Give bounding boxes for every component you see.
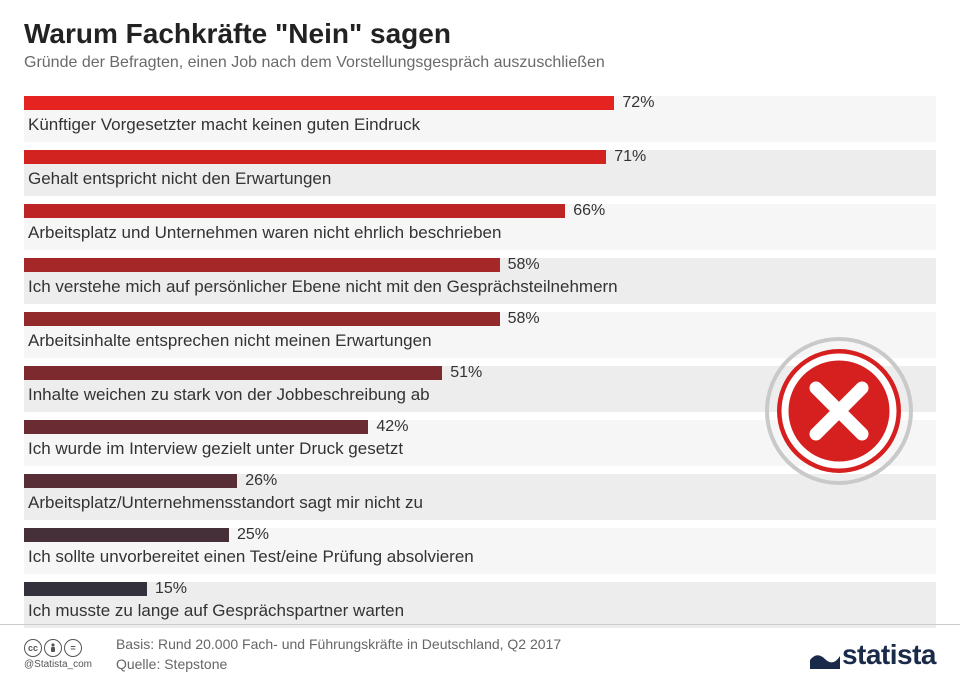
bar-value: 72% bbox=[622, 94, 654, 112]
chart-title: Warum Fachkräfte "Nein" sagen bbox=[24, 18, 936, 50]
bar-row: 25%Ich sollte unvorbereitet einen Test/e… bbox=[24, 528, 936, 574]
bar: 51% bbox=[24, 366, 442, 380]
chart-subtitle: Gründe der Befragten, einen Job nach dem… bbox=[24, 54, 936, 72]
bar-value: 71% bbox=[614, 148, 646, 166]
reject-icon bbox=[764, 336, 914, 486]
bar-label: Ich sollte unvorbereitet einen Test/eine… bbox=[24, 542, 936, 572]
cc-by-icon bbox=[44, 639, 62, 657]
basis-text: Basis: Rund 20.000 Fach- und Führungskrä… bbox=[116, 635, 561, 655]
header: Warum Fachkräfte "Nein" sagen Gründe der… bbox=[0, 0, 960, 82]
bar-value: 25% bbox=[237, 526, 269, 544]
statista-logo: statista bbox=[810, 639, 936, 671]
bar-label: Arbeitsplatz/Unternehmensstandort sagt m… bbox=[24, 488, 936, 518]
bar-label: Arbeitsplatz und Unternehmen waren nicht… bbox=[24, 218, 936, 248]
brand-label: statista bbox=[842, 639, 936, 671]
cc-license: cc = @Statista_com bbox=[24, 639, 92, 670]
bar-row: 15%Ich musste zu lange auf Gesprächspart… bbox=[24, 582, 936, 628]
cc-icon: cc bbox=[24, 639, 42, 657]
bar-label: Künftiger Vorgesetzter macht keinen gute… bbox=[24, 110, 936, 140]
bar-label: Ich verstehe mich auf persönlicher Ebene… bbox=[24, 272, 936, 302]
source-text: Quelle: Stepstone bbox=[116, 655, 561, 675]
bar: 25% bbox=[24, 528, 229, 542]
bar-value: 15% bbox=[155, 580, 187, 598]
bar: 66% bbox=[24, 204, 565, 218]
twitter-handle: @Statista_com bbox=[24, 659, 92, 670]
bar: 42% bbox=[24, 420, 368, 434]
cc-nd-icon: = bbox=[64, 639, 82, 657]
bar-label: Gehalt entspricht nicht den Erwartungen bbox=[24, 164, 936, 194]
bar-row: 66%Arbeitsplatz und Unternehmen waren ni… bbox=[24, 204, 936, 250]
bar: 71% bbox=[24, 150, 606, 164]
footer-text: Basis: Rund 20.000 Fach- und Führungskrä… bbox=[116, 635, 561, 674]
bar: 72% bbox=[24, 96, 614, 110]
bar-value: 26% bbox=[245, 472, 277, 490]
bar-value: 42% bbox=[376, 418, 408, 436]
bar: 58% bbox=[24, 258, 500, 272]
bar-value: 58% bbox=[508, 310, 540, 328]
bar-row: 58%Ich verstehe mich auf persönlicher Eb… bbox=[24, 258, 936, 304]
bar-value: 66% bbox=[573, 202, 605, 220]
bar-row: 71%Gehalt entspricht nicht den Erwartung… bbox=[24, 150, 936, 196]
footer: cc = @Statista_com Basis: Rund 20.000 Fa… bbox=[0, 624, 960, 684]
bar-label: Ich musste zu lange auf Gesprächspartner… bbox=[24, 596, 936, 626]
bar-value: 51% bbox=[450, 364, 482, 382]
bar-value: 58% bbox=[508, 256, 540, 274]
bar: 58% bbox=[24, 312, 500, 326]
bar: 26% bbox=[24, 474, 237, 488]
bar-row: 72%Künftiger Vorgesetzter macht keinen g… bbox=[24, 96, 936, 142]
bar: 15% bbox=[24, 582, 147, 596]
